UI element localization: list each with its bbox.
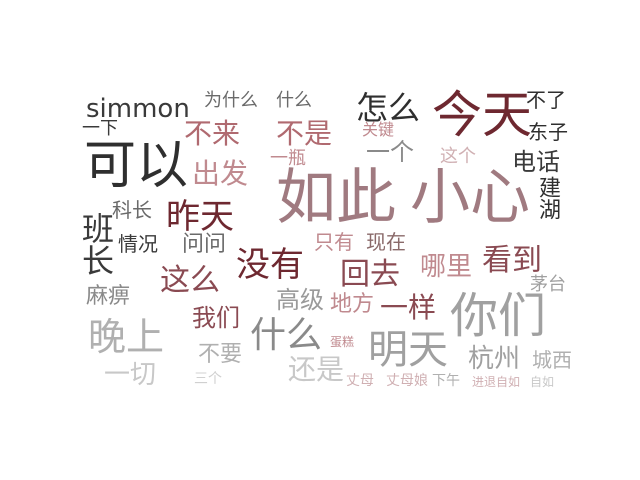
word-simmon: simmon [86, 94, 190, 124]
word-wan-shang: 晚上 [88, 315, 165, 359]
word-shen-me-large: 什么 [250, 315, 323, 356]
word-chu-fa: 出发 [192, 157, 249, 190]
word-ke-zhang: 科长 [112, 198, 152, 222]
word-yi-ge: 一个 [366, 138, 414, 166]
word-zhe-ge: 这个 [440, 146, 476, 167]
word-gao-ji: 高级 [276, 286, 324, 314]
word-zen-me: 怎么 [356, 89, 421, 127]
word-dan-gao: 蛋糕 [330, 335, 355, 349]
word-bu-lai: 不来 [184, 117, 241, 150]
word-zhang-mu-niang: 丈母娘 [386, 373, 428, 389]
word-wen-wen: 问问 [182, 232, 227, 257]
word-jin-tui-zi-ru: 进退自如 [472, 375, 521, 389]
word-bu-yao: 不要 [198, 342, 243, 367]
word-qing-kuang: 情况 [118, 232, 158, 256]
word-zuo-tian: 昨天 [166, 197, 234, 237]
word-ke-yi: 可以 [84, 136, 189, 196]
word-hang-zhou: 杭州 [468, 344, 521, 374]
word-guan-jian: 关键 [362, 120, 395, 139]
word-san-ge: 三个 [194, 371, 222, 387]
word-xian-zai: 现在 [366, 230, 406, 254]
word-ming-tian: 明天 [368, 327, 448, 373]
word-mei-you: 没有 [236, 245, 304, 285]
word-xiao-xin: 小心 [410, 163, 530, 233]
word-zhe-me: 这么 [160, 263, 220, 298]
word-zhi-you: 只有 [314, 230, 354, 254]
word-jian-hu: 建湖 [535, 176, 560, 220]
word-na-li: 哪里 [420, 252, 473, 282]
word-jin-tian: 今天 [432, 86, 532, 144]
word-shen-me-small: 什么 [276, 90, 312, 111]
word-mao-tai: 茅台 [530, 274, 566, 295]
word-bu-shi: 不是 [276, 117, 333, 150]
word-dong-zi: 东子 [528, 120, 568, 144]
word-wei-shen-me: 为什么 [204, 90, 258, 111]
word-bu-liao: 不了 [526, 88, 566, 112]
word-yi-ping: 一瓶 [270, 148, 306, 169]
word-cheng-xi: 城西 [532, 348, 572, 372]
word-zi-ru: 自如 [530, 375, 555, 389]
word-yi-qie: 一切 [104, 360, 157, 390]
word-yi-yang: 一样 [380, 291, 437, 324]
word-hai-shi: 还是 [288, 353, 345, 386]
word-wo-men: 我们 [192, 304, 240, 332]
word-dian-hua: 电话 [512, 148, 560, 176]
word-di-fang: 地方 [330, 292, 375, 317]
word-ma-bi: 麻痹 [86, 284, 131, 309]
word-xia-wu: 下午 [432, 373, 460, 389]
word-kan-dao: 看到 [482, 243, 542, 278]
word-zhang-mu: 丈母 [346, 373, 374, 389]
word-yi-xia: 一下 [82, 118, 118, 139]
word-hui-qu: 回去 [340, 257, 400, 292]
word-ru-ci: 如此 [276, 163, 396, 233]
word-ni-men: 你们 [450, 288, 547, 344]
word-ban-zhang: 班长 [77, 212, 115, 276]
